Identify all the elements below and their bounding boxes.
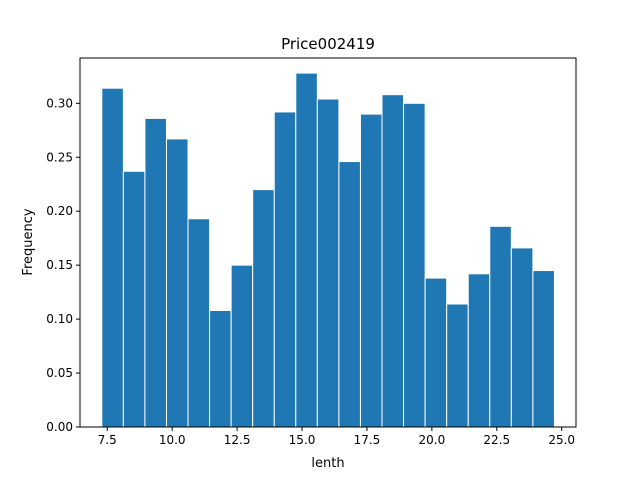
x-tick-label-3: 12.5 <box>224 433 251 447</box>
histogram-bar-17 <box>446 303 469 428</box>
x-axis-label: lenth <box>311 456 344 471</box>
histogram-bar-12 <box>338 161 361 428</box>
y-tick-label-6: 0.25 <box>46 150 73 164</box>
x-tick-label-8: 25.0 <box>548 433 575 447</box>
y-tick-label-7: 0.30 <box>46 96 73 110</box>
x-tick-label-5: 17.5 <box>354 433 381 447</box>
histogram-bar-21 <box>532 270 555 428</box>
histogram-bar-18 <box>467 273 491 428</box>
y-axis-ticks: 0.00 0.05 0.10 0.15 0.20 0.25 0.30 <box>46 96 80 434</box>
y-tick-label-5: 0.20 <box>46 204 73 218</box>
histogram-bar-10 <box>295 72 318 428</box>
histogram-bar-3 <box>144 117 167 428</box>
histogram-bar-8 <box>252 189 275 428</box>
y-tick-label-1: 0.00 <box>46 420 73 434</box>
y-axis-label: Frequency <box>21 208 36 275</box>
histogram-bar-1 <box>101 87 124 428</box>
x-tick-label-7: 22.5 <box>483 433 510 447</box>
histogram-bar-14 <box>381 94 405 428</box>
plot-area-frame <box>79 57 577 428</box>
histogram-bar-19 <box>489 225 512 428</box>
y-tick-label-4: 0.15 <box>46 258 73 272</box>
chart-title: Price002419 <box>281 35 375 53</box>
histogram-bar-2 <box>122 170 146 428</box>
histogram-bar-16 <box>424 277 448 428</box>
x-tick-label-4: 15.0 <box>289 433 316 447</box>
histogram-bar-7 <box>230 264 254 428</box>
histogram-bar-11 <box>316 98 340 428</box>
y-tick-label-3: 0.10 <box>46 312 73 326</box>
y-tick-label-2: 0.05 <box>46 366 73 380</box>
x-axis-ticks: 7.5 10.0 12.5 15.0 17.5 20.0 22.5 25.0 <box>98 427 575 447</box>
histogram-bar-4 <box>165 138 189 428</box>
bars-group <box>101 72 555 428</box>
histogram-bar-6 <box>209 309 232 428</box>
histogram-bar-20 <box>510 247 534 428</box>
histogram-bar-5 <box>187 218 211 428</box>
histogram-bar-15 <box>403 102 426 428</box>
x-tick-label-2: 10.0 <box>159 433 186 447</box>
histogram-bar-13 <box>359 113 383 428</box>
x-tick-label-6: 20.0 <box>419 433 446 447</box>
x-tick-label-1: 7.5 <box>98 433 117 447</box>
histogram-bar-9 <box>273 111 297 428</box>
